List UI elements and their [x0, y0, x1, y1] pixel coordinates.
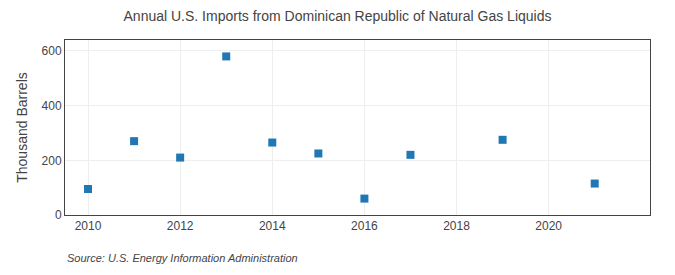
- svg-text:2018: 2018: [443, 219, 470, 233]
- svg-text:2020: 2020: [535, 219, 562, 233]
- svg-text:2016: 2016: [351, 219, 378, 233]
- svg-text:400: 400: [42, 99, 62, 113]
- svg-text:600: 600: [42, 44, 62, 58]
- svg-text:200: 200: [42, 154, 62, 168]
- svg-text:Thousand Barrels: Thousand Barrels: [14, 72, 30, 183]
- svg-text:2014: 2014: [259, 219, 286, 233]
- svg-text:Source: U.S. Energy Informatio: Source: U.S. Energy Information Administ…: [67, 252, 298, 264]
- svg-text:Annual U.S. Imports from Domin: Annual U.S. Imports from Dominican Repub…: [124, 8, 552, 24]
- svg-text:0: 0: [55, 208, 62, 222]
- svg-text:2010: 2010: [75, 219, 102, 233]
- svg-text:2012: 2012: [167, 219, 194, 233]
